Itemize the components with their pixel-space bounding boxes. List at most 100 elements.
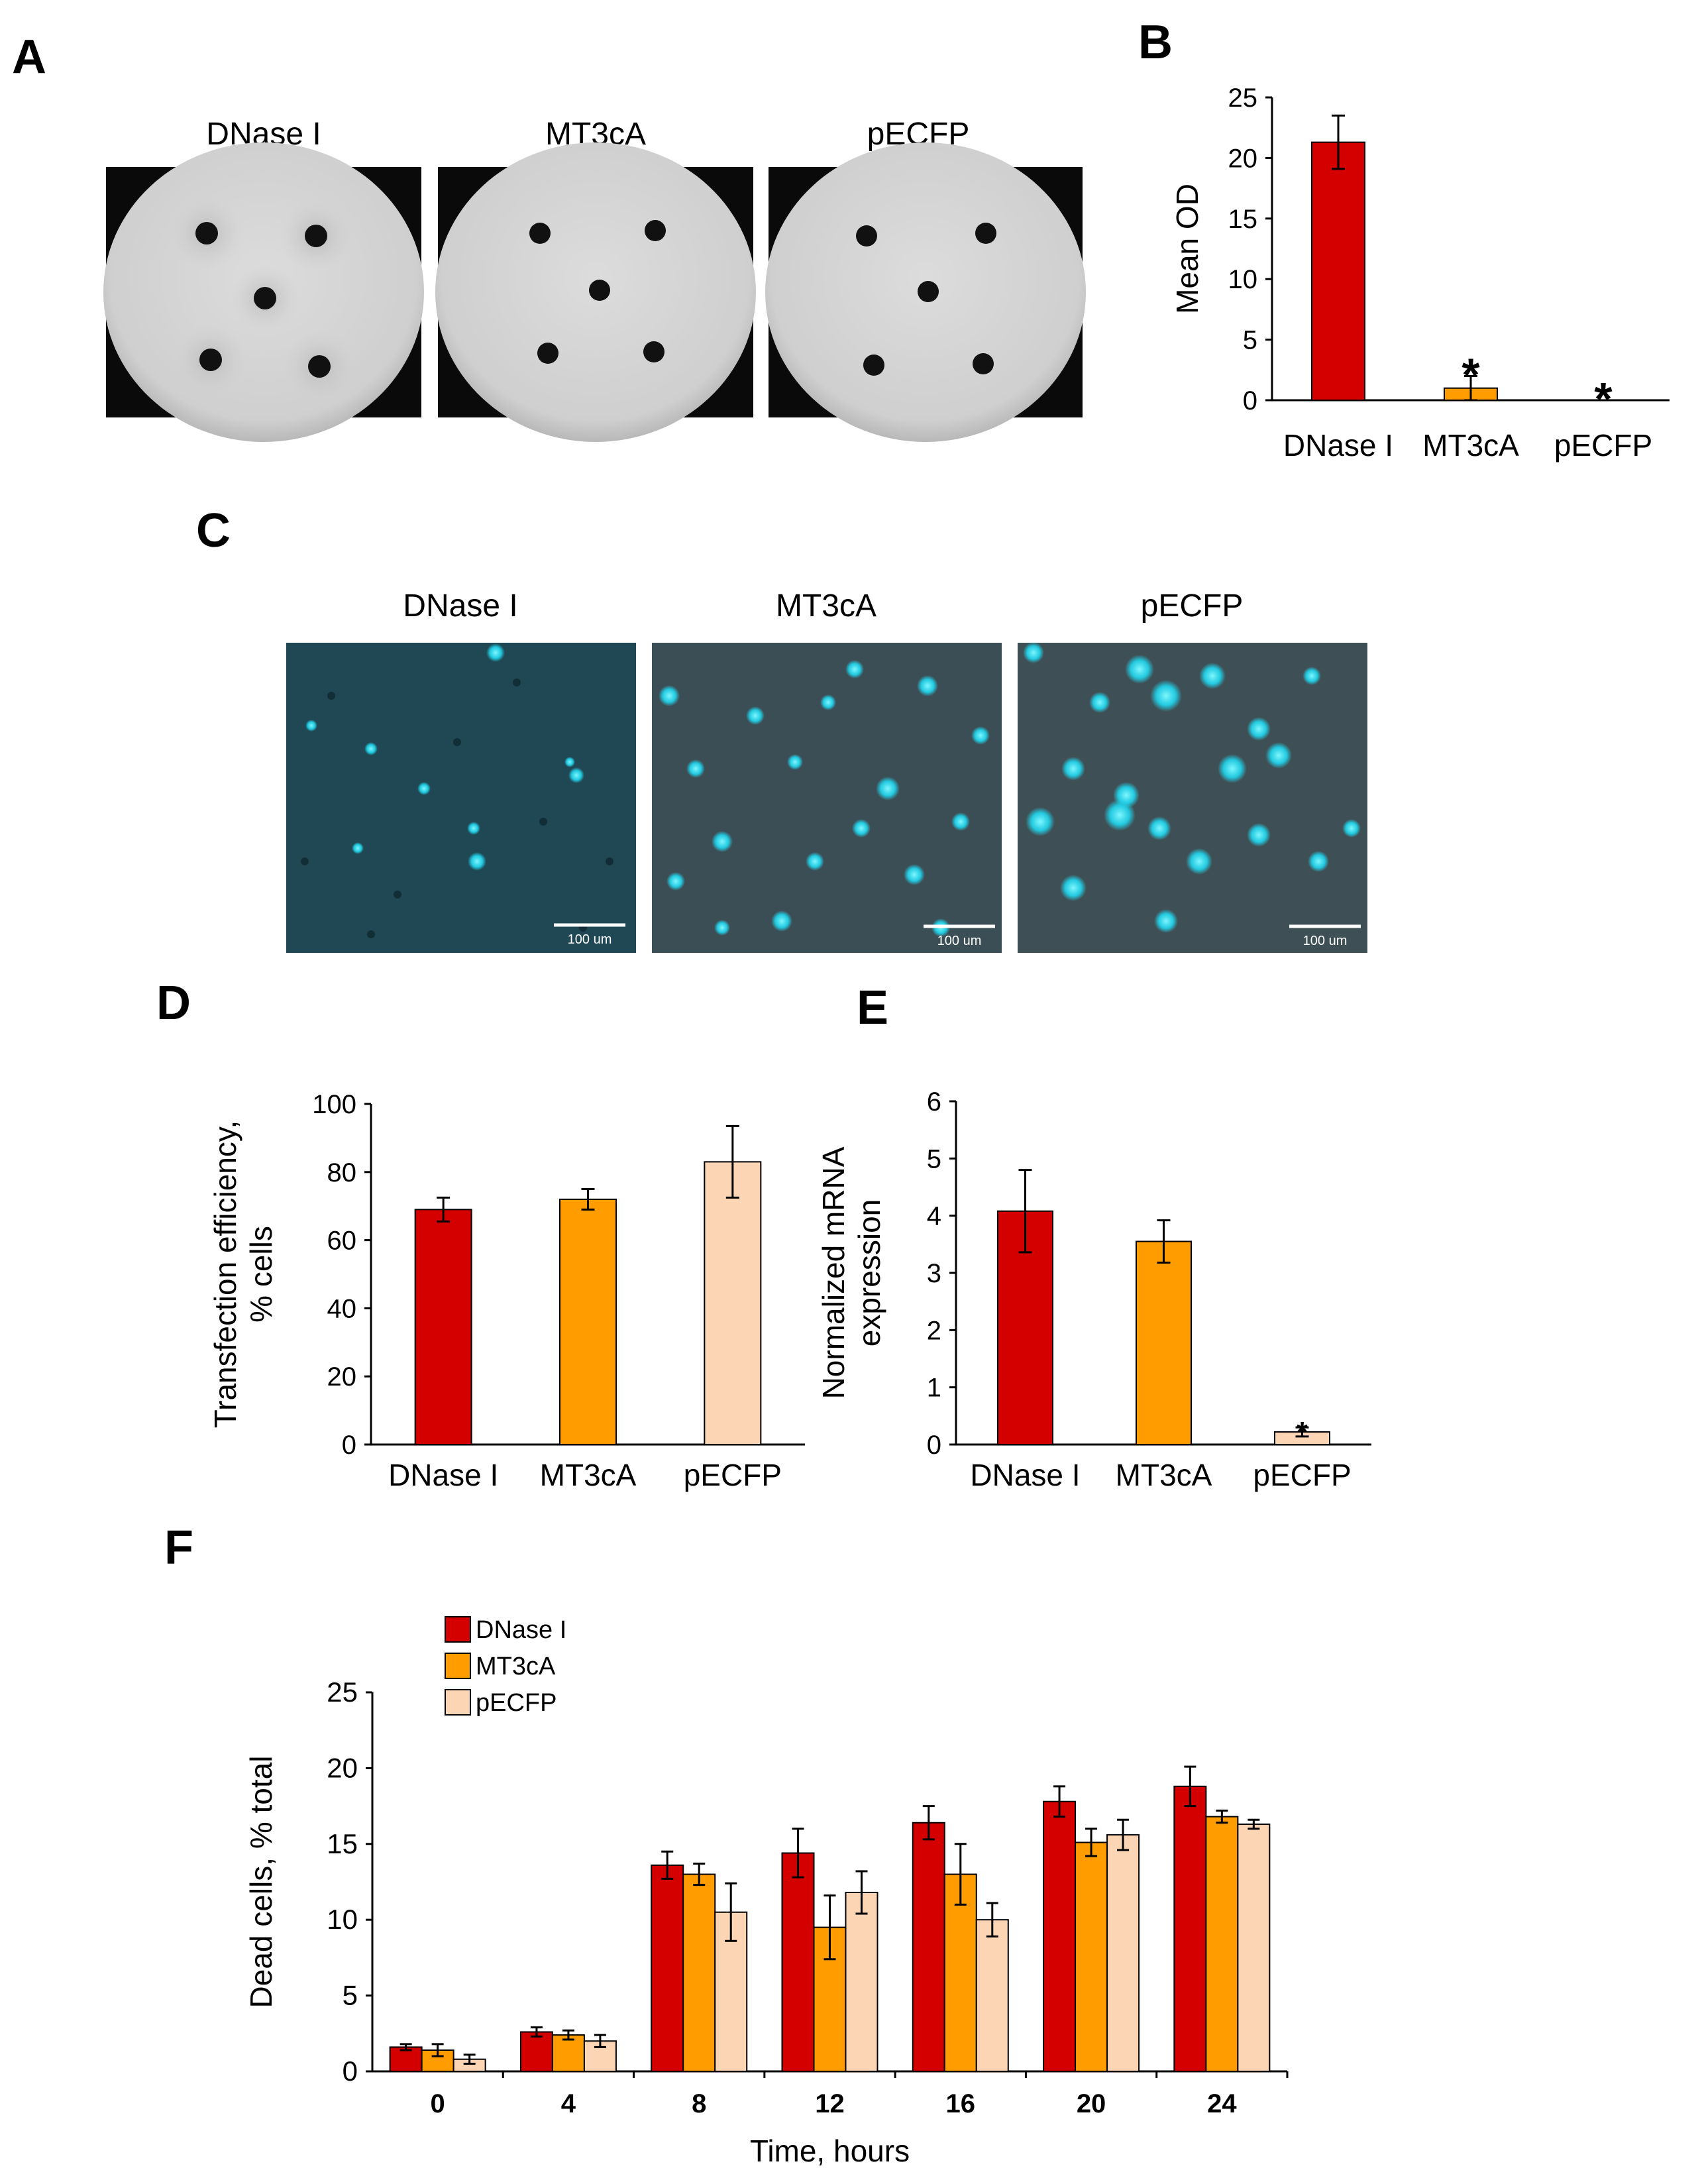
bar-dnase-i: [415, 1209, 472, 1445]
category-label-mt3ca: MT3cA: [1116, 1458, 1212, 1492]
panel-letter-b: B: [1138, 16, 1173, 69]
micro-label-dnase: DNase I: [403, 588, 517, 624]
x-tick-label-16: 16: [946, 2089, 976, 2118]
panel-letter-e: E: [857, 981, 888, 1034]
agar-plate-dnase: [103, 142, 424, 442]
category-label-mt3ca: MT3cA: [1422, 428, 1519, 463]
y-axis-label-line: % cells: [244, 1226, 278, 1323]
bar-pecfp-16: [977, 1920, 1008, 2071]
y-axis-label: Mean OD: [1170, 184, 1204, 314]
x-tick-label-8: 8: [692, 2089, 706, 2118]
bar-dnase-i-16: [913, 1823, 945, 2071]
y-tick-label: 25: [1228, 83, 1258, 113]
scale-bar-label-mt3ca: 100 um: [937, 934, 982, 948]
bar-dnase-i-12: [782, 1853, 814, 2071]
bar-mt3ca: [560, 1199, 616, 1445]
x-tick-label-12: 12: [815, 2089, 845, 2118]
category-label-pecfp: pECFP: [684, 1458, 782, 1492]
panel-letter-f: F: [164, 1521, 193, 1574]
micrograph-mt3ca: 100 um: [652, 643, 1002, 953]
bar-dnase-i-20: [1043, 1802, 1075, 2071]
legend-swatch-pecfp: [445, 1690, 470, 1715]
bar-mt3ca: [1136, 1242, 1191, 1445]
y-axis-label-line: expression: [852, 1199, 886, 1346]
y-tick-label: 2: [927, 1316, 941, 1345]
figure: A DNase I MT3cA pECFP B 0510152025DNase …: [0, 0, 1700, 2184]
chart-e: 0 1 2 3 4 5 6 DNase I MT3cA pECFP * Normalized mRNA…: [816, 1087, 1371, 1492]
legend-label-dnase-i: DNase I: [476, 1616, 566, 1644]
bar-dnase-i-4: [521, 2032, 553, 2071]
bar-pecfp-20: [1107, 1835, 1139, 2071]
y-tick-label: 10: [1228, 265, 1258, 294]
chart-d: 0 20 40 60 80 100 DNase I MT3cA pECFP Transfectio…: [208, 1090, 805, 1492]
micro-label-pecfp: pECFP: [1141, 588, 1244, 624]
y-tick-label: 25: [327, 1676, 358, 1708]
significance-marker: *: [1594, 373, 1613, 425]
category-label-dnase-i: DNase I: [388, 1458, 498, 1492]
significance-marker: *: [1461, 349, 1480, 400]
panel-letter-d: D: [156, 977, 191, 1030]
y-tick-label: 0: [343, 2055, 358, 2087]
y-tick-label: 0: [1243, 386, 1257, 415]
y-tick-label: 60: [327, 1227, 357, 1256]
category-label-dnase-i: DNase I: [1283, 428, 1393, 463]
x-tick-label-24: 24: [1207, 2089, 1237, 2118]
y-axis-label: Transfection efficiency,% cells: [208, 1120, 278, 1428]
y-tick-label: 1: [927, 1374, 941, 1403]
y-tick-label: 15: [327, 1828, 358, 1859]
legend-swatch-mt3ca: [445, 1653, 470, 1678]
bar-dnase-i-8: [651, 1865, 683, 2071]
y-axis-label: Dead cells, % total: [244, 1756, 278, 2008]
y-tick-label: 5: [927, 1144, 941, 1174]
y-tick-label: 20: [327, 1752, 358, 1783]
category-label-pecfp: pECFP: [1554, 428, 1652, 463]
micro-label-mt3ca: MT3cA: [776, 588, 877, 624]
y-axis-label-line: Mean OD: [1170, 184, 1204, 314]
bar-dnase-i-24: [1174, 1786, 1206, 2071]
micrograph-pecfp: 100 um: [1018, 642, 1367, 953]
legend-swatch-dnase-i: [445, 1617, 470, 1642]
x-tick-label-4: 4: [561, 2089, 576, 2118]
y-tick-label: 6: [927, 1087, 941, 1117]
micrograph-dnase: 100 um: [286, 643, 636, 953]
y-tick-label: 5: [343, 1980, 358, 2011]
y-tick-label: 20: [327, 1362, 357, 1392]
y-tick-label: 3: [927, 1259, 941, 1288]
y-axis-label-line: Normalized mRNA: [816, 1146, 851, 1399]
y-tick-label: 0: [342, 1431, 356, 1460]
bar-mt3ca-8: [683, 1875, 715, 2071]
bar-dnase-i: [1312, 142, 1365, 400]
legend-label-mt3ca: MT3cA: [476, 1653, 556, 1680]
bar-pecfp: [704, 1162, 761, 1445]
y-tick-label: 15: [1228, 205, 1258, 234]
y-tick-label: 40: [327, 1294, 357, 1323]
bar-pecfp-12: [846, 1892, 878, 2071]
category-label-dnase-i: DNase I: [970, 1458, 1080, 1492]
y-tick-label: 100: [312, 1090, 356, 1119]
y-tick-label: 5: [1243, 326, 1257, 355]
y-tick-label: 10: [327, 1904, 358, 1935]
category-label-pecfp: pECFP: [1253, 1458, 1351, 1492]
y-tick-label: 0: [927, 1431, 941, 1460]
y-axis-label: Normalized mRNAexpression: [816, 1146, 886, 1399]
x-tick-label-0: 0: [431, 2089, 445, 2118]
y-axis-label-line: Transfection efficiency,: [208, 1120, 242, 1428]
agar-plate-mt3ca: [435, 142, 756, 442]
legend-label-pecfp: pECFP: [476, 1689, 557, 1717]
significance-marker: *: [1297, 1416, 1308, 1448]
y-tick-label: 80: [327, 1158, 357, 1187]
agar-plate-pecfp: [765, 142, 1086, 442]
x-axis-label: Time, hours: [750, 2134, 910, 2168]
x-tick-label-20: 20: [1077, 2089, 1106, 2118]
panel-letter-a: A: [12, 30, 46, 83]
category-label-mt3ca: MT3cA: [540, 1458, 637, 1492]
scale-bar-label-dnase: 100 um: [568, 932, 612, 947]
bar-mt3ca-20: [1075, 1843, 1107, 2071]
y-tick-label: 20: [1228, 144, 1258, 173]
bar-mt3ca-24: [1206, 1817, 1238, 2071]
y-tick-label: 4: [927, 1202, 941, 1231]
scale-bar-label-pecfp: 100 um: [1303, 934, 1348, 948]
bar-pecfp-24: [1238, 1824, 1269, 2071]
chart-f: 0 5 10 15 20 25 0 4 8 12 16 20 24 Time, hours Dead cel…: [244, 1616, 1287, 2168]
